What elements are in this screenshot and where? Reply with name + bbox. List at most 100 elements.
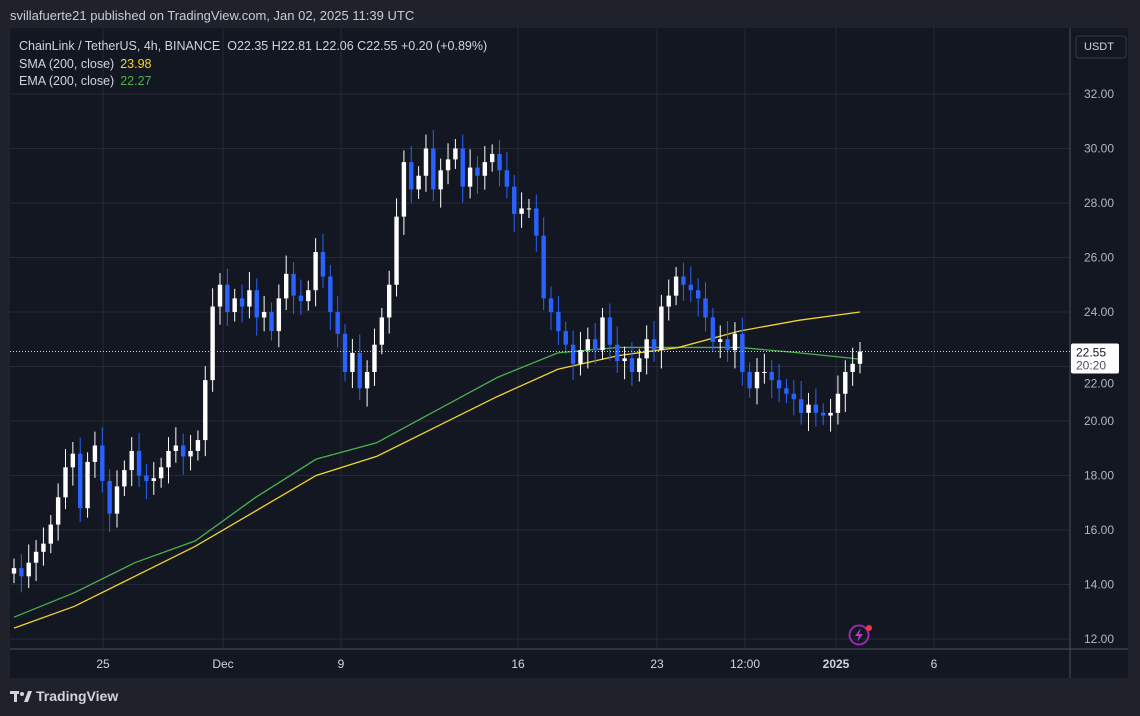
candle-body	[570, 344, 576, 364]
brand-name: TradingView	[36, 688, 119, 704]
candle-body	[644, 339, 649, 359]
candle-body	[843, 371, 848, 394]
price-chart[interactable]: 32.00 30.00 28.00 26.00 24.00 22.00 20.00 18.00…	[10, 28, 1128, 678]
lightning-alert-icon	[848, 624, 870, 646]
candle-body	[335, 312, 340, 334]
sma-label: SMA (200, close)	[19, 56, 115, 71]
candle-body	[33, 551, 39, 563]
ema-label: EMA (200, close)	[19, 74, 115, 88]
candle-body	[203, 380, 208, 441]
candle-body	[92, 445, 98, 462]
x-tick-label: 23	[650, 657, 664, 671]
candle-body	[342, 333, 348, 372]
x-tick-label: 16	[511, 657, 525, 671]
candle-body	[254, 290, 259, 318]
candle-body	[732, 333, 738, 351]
candle-body	[835, 393, 841, 413]
candle-body	[313, 252, 318, 291]
chart-legend: ChainLink / TetherUS, 4h, BINANCE O22.35…	[19, 38, 487, 91]
candle-body	[63, 467, 68, 498]
candle-body	[217, 284, 223, 307]
candle-body	[585, 339, 591, 351]
sma-legend[interactable]: SMA (200, close) 23.98	[19, 56, 487, 74]
candle-body	[526, 208, 532, 210]
candle-body	[703, 298, 708, 318]
candle-body	[276, 298, 282, 332]
ohlc-values: O22.35 H22.81 L22.06 C22.55 +0.20 (+0.89…	[227, 39, 488, 53]
candle-body	[659, 306, 664, 351]
candle-body	[350, 352, 355, 372]
candle-body	[151, 478, 156, 481]
candle-body	[798, 399, 804, 413]
tradingview-logo[interactable]: TradingView	[10, 688, 118, 704]
tradingview-logo-icon	[10, 691, 32, 702]
candle-body	[622, 358, 627, 362]
x-tick-label: 9	[338, 657, 345, 671]
candle-body	[821, 412, 826, 416]
candle-body	[578, 350, 583, 364]
candle-body	[306, 290, 311, 302]
candle-body	[681, 276, 686, 285]
candle-body	[718, 339, 723, 342]
y-tick-label: 12.00	[1084, 632, 1114, 646]
last-price-label: 22.55	[1076, 346, 1106, 360]
candle-body	[364, 371, 370, 389]
y-tick-label: 32.00	[1084, 87, 1114, 101]
candle-body	[688, 284, 693, 291]
candle-body	[563, 331, 568, 345]
candle-body	[806, 404, 811, 413]
y-tick-label: 14.00	[1084, 578, 1114, 592]
candle-body	[453, 148, 458, 160]
y-tick-label: 24.00	[1084, 305, 1114, 319]
candle-body	[416, 175, 421, 190]
candle-body	[497, 153, 502, 171]
ema-value: 22.27	[120, 74, 152, 88]
currency-button	[1075, 35, 1127, 59]
publisher-line: svillafuerte21 published on TradingView.…	[10, 8, 415, 23]
candle-body	[850, 363, 855, 372]
candle-body	[181, 445, 186, 457]
candle-body	[673, 276, 679, 296]
candle-body	[26, 562, 31, 577]
x-tick-label: 2025	[823, 657, 850, 671]
candle-body	[320, 252, 326, 277]
symbol-name[interactable]: ChainLink / TetherUS, 4h, BINANCE	[19, 39, 221, 53]
candle-body	[78, 453, 83, 509]
candle-body	[129, 450, 134, 471]
candle-body	[791, 393, 796, 400]
candle-body	[747, 371, 752, 389]
candle-body	[85, 461, 90, 509]
candle-body	[556, 312, 561, 332]
candle-body	[372, 344, 377, 372]
candle-body	[504, 170, 510, 187]
candle-body	[232, 298, 237, 312]
ema-legend[interactable]: EMA (200, close) 22.27	[19, 73, 487, 91]
y-tick-label: 30.00	[1084, 142, 1114, 156]
candle-body	[725, 339, 730, 351]
y-tick-label: 22.00	[1084, 377, 1114, 391]
candle-body	[409, 162, 414, 190]
candle-body	[291, 273, 296, 296]
candle-body	[283, 273, 289, 299]
candle-body	[166, 450, 171, 468]
y-tick-label: 16.00	[1084, 523, 1114, 537]
candle-body	[401, 162, 407, 217]
candle-body	[541, 235, 546, 299]
candle-body	[225, 284, 230, 312]
symbol-line: ChainLink / TetherUS, 4h, BINANCE O22.35…	[19, 38, 487, 56]
candle-body	[158, 467, 164, 479]
candle-body	[460, 148, 465, 187]
candle-body	[431, 148, 436, 190]
candle-body	[666, 295, 671, 307]
candle-body	[136, 450, 142, 476]
candle-body	[762, 371, 767, 373]
y-tick-label: 20.00	[1084, 414, 1114, 428]
y-tick-label: 28.00	[1084, 196, 1114, 210]
candle-body	[813, 404, 819, 413]
candle-body	[637, 358, 642, 372]
chart-frame[interactable]: 32.00 30.00 28.00 26.00 24.00 22.00 20.00 18.00…	[10, 28, 1128, 678]
candle-body	[386, 284, 392, 318]
candle-body	[210, 306, 215, 381]
candle-body	[144, 475, 149, 481]
candle-body	[122, 470, 127, 487]
